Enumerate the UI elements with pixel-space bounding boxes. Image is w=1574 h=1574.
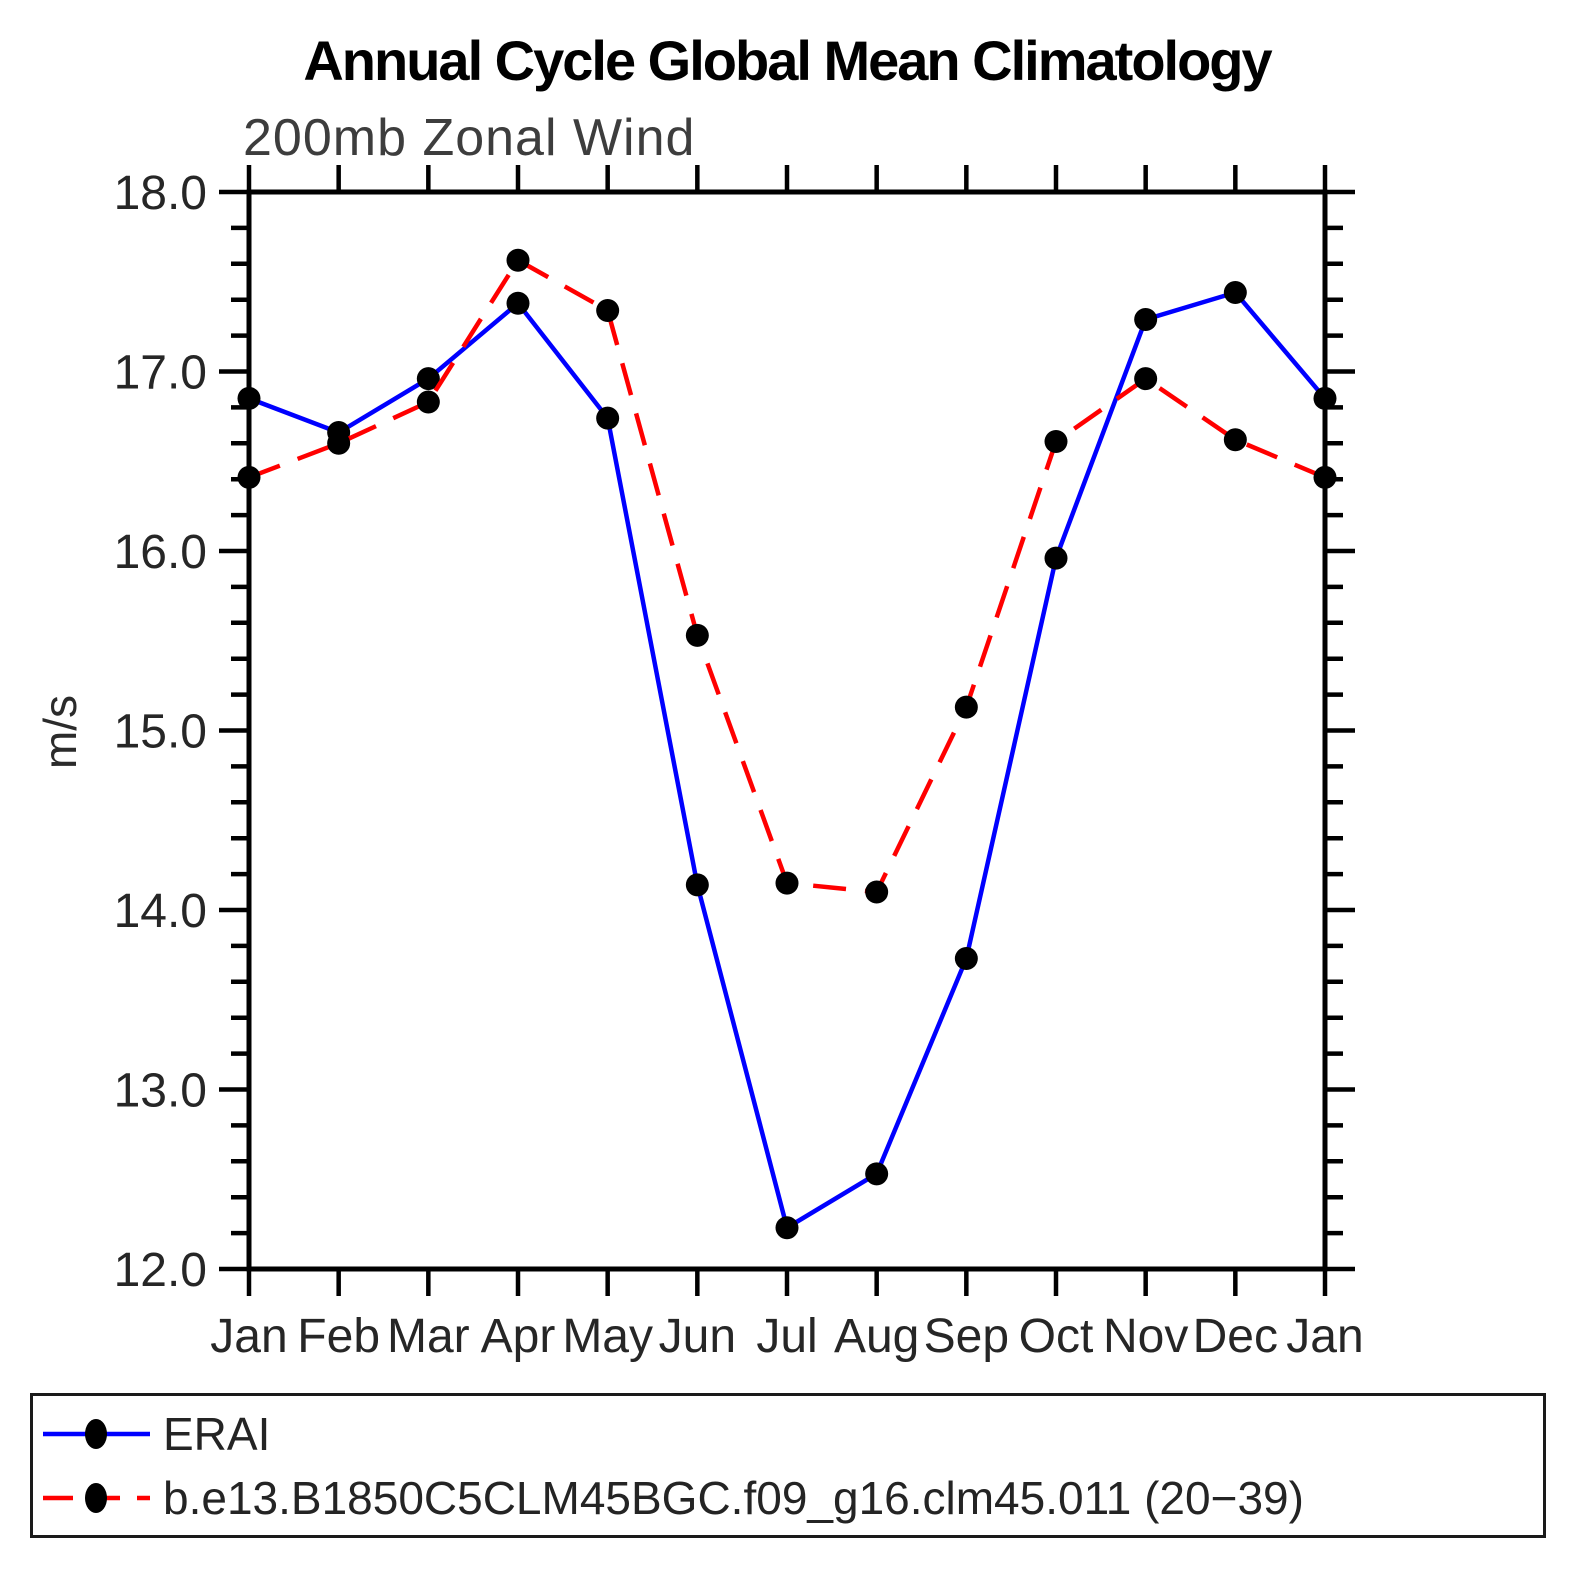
x-tick-label: Nov bbox=[1103, 1310, 1188, 1363]
x-tick-label: Apr bbox=[481, 1310, 556, 1363]
legend-swatch-model bbox=[43, 1482, 150, 1513]
legend-marker-icon bbox=[85, 1418, 107, 1449]
chart-title: Annual Cycle Global Mean Climatology bbox=[303, 29, 1272, 92]
legend-label-model: b.e13.B1850C5CLM45BGC.f09_g16.clm45.011 … bbox=[163, 1471, 1304, 1524]
x-tick-label: Jan bbox=[1286, 1310, 1363, 1363]
data-point-marker bbox=[1134, 367, 1158, 391]
legend-box: ERAI b.e13.B1850C5CLM45BGC.f09_g16.clm45… bbox=[30, 1393, 1546, 1538]
data-point-marker bbox=[416, 367, 440, 391]
x-tick-label: Jul bbox=[756, 1310, 817, 1363]
x-tick-label: Jun bbox=[659, 1310, 736, 1363]
data-point-marker bbox=[237, 386, 261, 410]
y-tick-label: 18.0 bbox=[114, 167, 207, 220]
legend-swatch-erai bbox=[43, 1418, 150, 1449]
data-point-marker bbox=[1223, 428, 1247, 452]
x-tick-label: Sep bbox=[924, 1310, 1009, 1363]
x-tick-label: Mar bbox=[387, 1310, 470, 1363]
data-point-marker bbox=[1313, 465, 1337, 489]
data-point-marker bbox=[685, 623, 709, 647]
data-point-marker bbox=[954, 695, 978, 719]
y-tick-label: 16.0 bbox=[114, 526, 207, 579]
data-point-marker bbox=[865, 1162, 889, 1186]
x-tick-label: Aug bbox=[834, 1310, 919, 1363]
x-tick-label: May bbox=[562, 1310, 653, 1363]
x-tick-label: Feb bbox=[297, 1310, 380, 1363]
x-tick-label: Dec bbox=[1193, 1310, 1278, 1363]
data-point-marker bbox=[1313, 386, 1337, 410]
data-point-marker bbox=[506, 291, 530, 315]
data-point-marker bbox=[775, 871, 799, 895]
y-tick-label: 15.0 bbox=[114, 706, 207, 759]
x-tick-label: Jan bbox=[210, 1310, 287, 1363]
data-point-marker bbox=[416, 390, 440, 414]
data-point-marker bbox=[1134, 307, 1158, 331]
y-tick-label: 17.0 bbox=[114, 347, 207, 400]
data-point-marker bbox=[596, 298, 620, 322]
legend-item-model: b.e13.B1850C5CLM45BGC.f09_g16.clm45.011 … bbox=[41, 1466, 1543, 1530]
data-point-marker bbox=[506, 248, 530, 272]
data-point-marker bbox=[237, 465, 261, 489]
data-point-marker bbox=[327, 431, 351, 455]
x-tick-label: Oct bbox=[1019, 1310, 1094, 1363]
data-point-marker bbox=[1044, 430, 1068, 454]
series-line-model bbox=[248, 257, 1326, 895]
y-tick-label: 13.0 bbox=[114, 1065, 207, 1118]
y-tick-label: 14.0 bbox=[114, 885, 207, 938]
data-point-marker bbox=[775, 1216, 799, 1240]
data-point-marker bbox=[1223, 281, 1247, 305]
data-point-marker bbox=[1044, 546, 1068, 570]
data-point-marker bbox=[685, 873, 709, 897]
data-point-marker bbox=[865, 880, 889, 904]
data-point-marker bbox=[596, 406, 620, 430]
chart-subtitle: 200mb Zonal Wind bbox=[243, 109, 696, 167]
legend-item-erai: ERAI bbox=[41, 1402, 1543, 1466]
series-line-erai bbox=[248, 289, 1327, 1232]
y-tick-label: 12.0 bbox=[114, 1244, 207, 1297]
legend-label-erai: ERAI bbox=[163, 1407, 271, 1460]
axis-box bbox=[246, 189, 1328, 1272]
data-point-marker bbox=[954, 946, 978, 970]
legend-marker-icon bbox=[85, 1482, 107, 1513]
